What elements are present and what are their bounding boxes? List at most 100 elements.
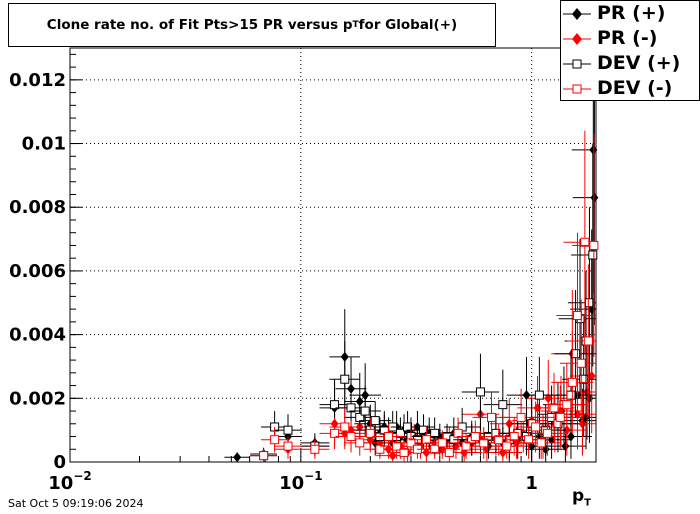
data-point (561, 441, 570, 452)
data-point (536, 438, 546, 448)
data-point (384, 432, 394, 442)
legend-entry-dev-plus: DEV (+) (561, 51, 699, 76)
data-point (340, 374, 350, 384)
data-point (437, 438, 447, 448)
data-point (330, 400, 340, 410)
data-point (453, 428, 463, 438)
legend-label-pr-minus: PR (-) (597, 27, 658, 49)
data-point (430, 428, 440, 438)
data-point (573, 311, 583, 321)
data-point (555, 412, 565, 422)
data-point (346, 403, 356, 413)
chart-title: Clone rate no. of Fit Pts>15 PR versus p… (8, 3, 496, 47)
data-point (310, 444, 320, 454)
data-point (544, 393, 553, 404)
series-3 (250, 130, 599, 462)
legend-label-pr-plus: PR (+) (597, 2, 666, 24)
data-point (283, 425, 293, 435)
data-point (233, 452, 242, 463)
data-point (330, 428, 340, 438)
data-point (388, 450, 397, 461)
y-tick-label: 0.002 (9, 388, 66, 409)
data-point (419, 425, 429, 435)
data-point (579, 374, 589, 384)
series-0 (224, 48, 599, 463)
data-point (578, 418, 587, 429)
y-tick-label: 0.012 (9, 70, 66, 91)
x-tick-label: 1 (525, 473, 538, 494)
data-point (566, 390, 576, 400)
data-point (475, 387, 485, 397)
legend-entry-pr-minus: PR (-) (561, 26, 699, 51)
data-point (470, 432, 480, 442)
legend-marker-pr-plus (563, 8, 591, 20)
data-point (283, 441, 293, 451)
data-point (542, 428, 552, 438)
chart-title-tail: for Global(+) (358, 17, 458, 33)
data-point (583, 336, 593, 346)
data-point (494, 435, 504, 445)
x-tick-label: 10−1 (279, 469, 322, 494)
data-point (406, 438, 416, 448)
y-tick-label: 0 (53, 452, 66, 473)
x-tick-exponent: −1 (304, 469, 322, 483)
data-point (584, 298, 594, 308)
data-point (403, 422, 413, 432)
data-point (531, 422, 541, 432)
data-point (444, 447, 454, 457)
data-point (502, 441, 512, 451)
data-point (549, 403, 559, 413)
data-point (589, 240, 599, 250)
chart-title-sub: T (352, 20, 359, 30)
legend-label-dev-plus: DEV (+) (597, 52, 681, 74)
y-tick-label: 0.008 (9, 197, 66, 218)
legend-entry-pr-plus: PR (+) (561, 1, 699, 26)
legend: PR (+) PR (-) DEV (+) DEV (-) (560, 0, 700, 101)
plot-frame (69, 47, 597, 463)
data-point (365, 428, 375, 438)
chart-title-main: Clone rate no. of Fit Pts>15 PR versus p (46, 17, 353, 33)
data-point (498, 400, 508, 410)
x-axis-label-sub: T (584, 497, 591, 509)
data-point (370, 416, 380, 426)
data-point (399, 447, 409, 457)
data-point (375, 444, 385, 454)
data-point (392, 441, 402, 451)
data-point (580, 237, 590, 247)
legend-marker-dev-plus (563, 59, 591, 69)
legend-marker-dev-minus (563, 84, 591, 94)
legend-marker-pr-minus (563, 33, 591, 45)
data-point (487, 412, 497, 422)
data-point (590, 192, 599, 203)
legend-entry-dev-minus: DEV (-) (561, 76, 699, 101)
y-tick-label: 0.004 (9, 325, 66, 346)
data-marks (224, 48, 599, 463)
data-point (534, 390, 544, 400)
y-tick-label: 0.006 (9, 261, 66, 282)
legend-label-dev-minus: DEV (-) (597, 77, 673, 99)
x-tick-label: 10−2 (48, 469, 91, 494)
data-point (259, 451, 269, 461)
data-point (509, 432, 519, 442)
data-point (430, 444, 440, 454)
data-point (562, 400, 572, 410)
data-point (589, 144, 598, 155)
y-tick-label: 0.01 (22, 134, 66, 155)
x-axis-label: pT (572, 486, 591, 508)
data-point (346, 432, 356, 442)
data-point (360, 406, 370, 416)
data-point (355, 438, 365, 448)
data-point (576, 358, 586, 368)
timestamp-footer: Sat Oct 5 09:19:06 2024 (8, 497, 144, 510)
data-point (355, 412, 365, 422)
data-point (340, 422, 350, 432)
data-point (270, 435, 280, 445)
axes: 0 0.002 0.004 0.006 0.008 0.01 0.012 10−2 10−1 1 (9, 53, 538, 494)
grid-lines (70, 48, 596, 462)
data-point (588, 250, 598, 260)
data-point (524, 435, 534, 445)
x-tick-exponent: −2 (73, 469, 91, 483)
data-point (516, 412, 526, 422)
plot-border (69, 47, 597, 463)
